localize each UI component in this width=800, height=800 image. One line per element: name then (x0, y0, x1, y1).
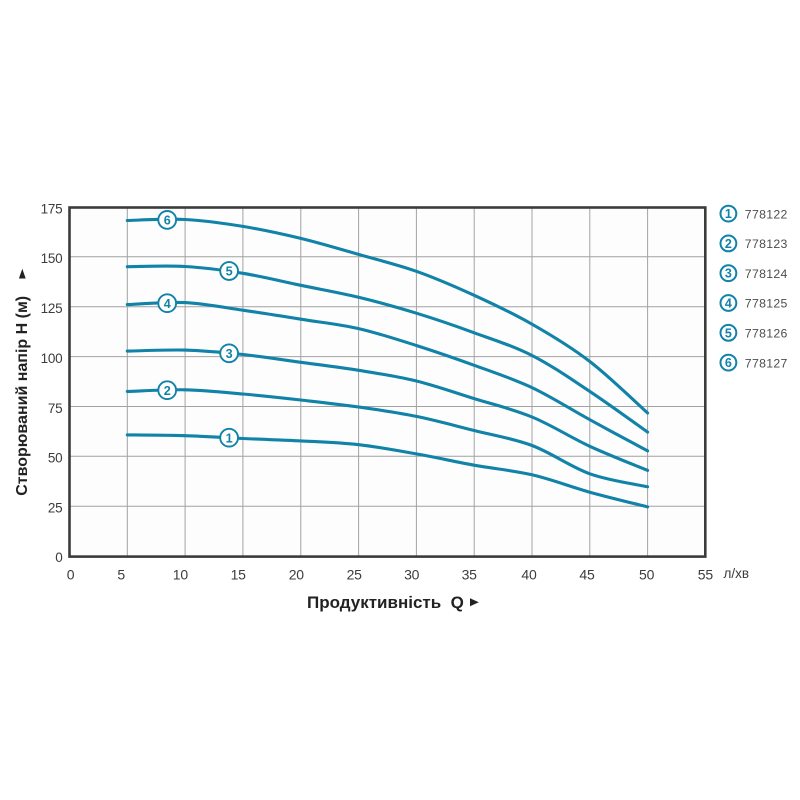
svg-text:25: 25 (347, 566, 363, 582)
svg-text:40: 40 (521, 566, 537, 582)
svg-text:778127: 778127 (745, 356, 788, 370)
svg-text:5: 5 (117, 566, 125, 582)
svg-text:3: 3 (725, 267, 732, 281)
svg-text:Створюваний напір H (м): Створюваний напір H (м) (14, 296, 31, 496)
svg-text:778123: 778123 (745, 237, 788, 251)
svg-text:0: 0 (67, 566, 75, 582)
svg-text:2: 2 (164, 384, 171, 398)
svg-text:25: 25 (48, 501, 63, 516)
svg-text:30: 30 (404, 566, 420, 582)
svg-text:Продуктивність Q: Продуктивність Q (307, 593, 464, 612)
svg-text:50: 50 (639, 566, 655, 582)
svg-text:75: 75 (48, 401, 63, 416)
svg-text:125: 125 (41, 301, 63, 316)
svg-text:10: 10 (173, 566, 189, 582)
svg-text:2: 2 (725, 237, 732, 251)
svg-text:1: 1 (725, 207, 732, 221)
svg-text:4: 4 (164, 297, 171, 311)
svg-text:778124: 778124 (745, 267, 788, 281)
svg-text:5: 5 (725, 326, 732, 340)
svg-text:л/хв: л/хв (724, 566, 750, 581)
svg-text:5: 5 (226, 265, 233, 279)
svg-text:778125: 778125 (745, 297, 788, 311)
svg-text:45: 45 (579, 566, 595, 582)
svg-text:6: 6 (725, 356, 732, 370)
svg-text:778122: 778122 (745, 207, 788, 221)
svg-text:3: 3 (226, 347, 233, 361)
svg-text:50: 50 (48, 451, 63, 466)
svg-text:55: 55 (698, 566, 714, 582)
svg-text:150: 150 (41, 251, 63, 266)
svg-text:778126: 778126 (745, 327, 788, 341)
svg-text:35: 35 (462, 566, 478, 582)
svg-text:175: 175 (41, 201, 63, 216)
svg-text:20: 20 (289, 566, 305, 582)
svg-text:15: 15 (231, 566, 247, 582)
svg-text:1: 1 (226, 431, 233, 445)
svg-text:4: 4 (725, 297, 732, 311)
svg-text:100: 100 (41, 351, 63, 366)
svg-text:6: 6 (164, 214, 171, 228)
svg-text:0: 0 (55, 550, 62, 565)
